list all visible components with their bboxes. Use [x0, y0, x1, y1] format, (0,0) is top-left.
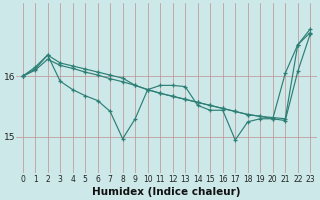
- X-axis label: Humidex (Indice chaleur): Humidex (Indice chaleur): [92, 187, 241, 197]
